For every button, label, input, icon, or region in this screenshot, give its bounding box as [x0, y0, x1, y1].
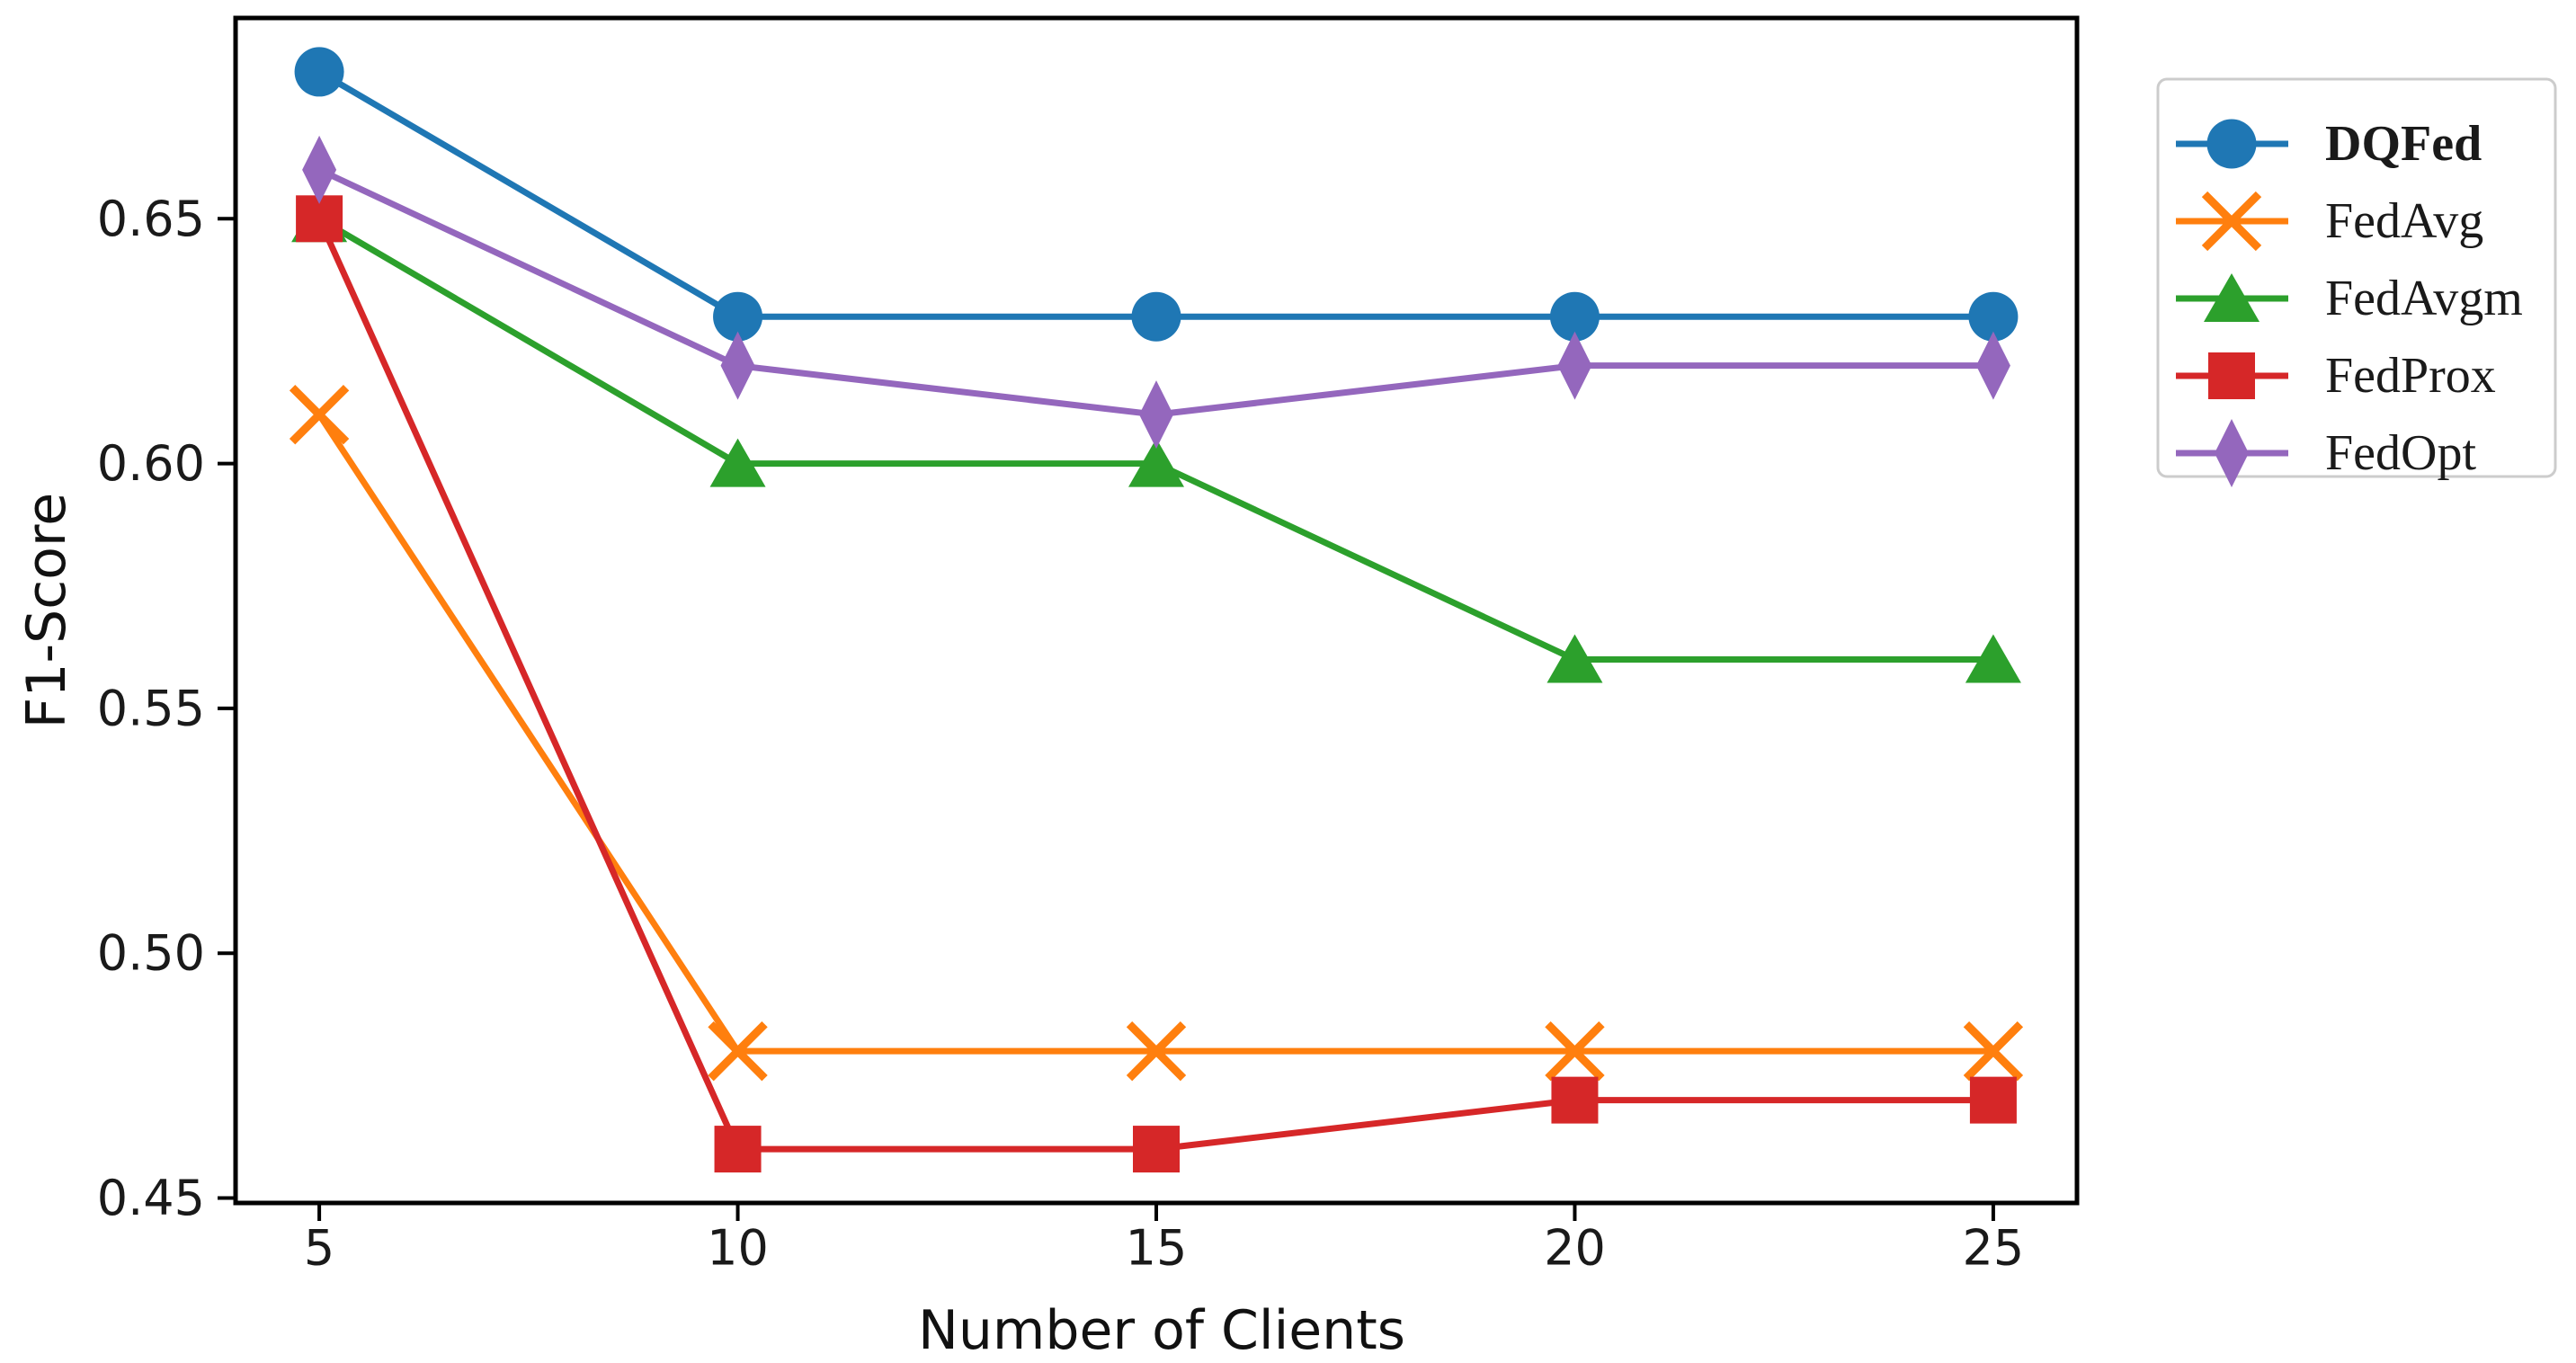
y-axis-label: F1-Score	[15, 493, 78, 728]
series-marker-fedavg	[1963, 1020, 2024, 1082]
legend-item-fedprox: FedProx	[2176, 348, 2496, 404]
series-marker-fedavgm	[709, 438, 766, 487]
legend-marker-triangle-icon	[2204, 273, 2260, 322]
plot-border-spines	[233, 15, 2080, 1206]
legend-item-fedavgm: FedAvgm	[2176, 271, 2523, 326]
series-marker-fedopt	[1975, 331, 2010, 400]
series-marker-dqfed	[294, 47, 344, 97]
legend-item-fedopt: FedOpt	[2176, 419, 2476, 487]
series-marker-fedavg	[1545, 1020, 1605, 1082]
series-marker-fedopt	[720, 331, 755, 400]
x-tick-label: 10	[707, 1220, 769, 1277]
series-marker-dqfed	[1968, 291, 2019, 342]
series-marker-dqfed	[1131, 291, 1181, 342]
series-marker-fedavg	[708, 1020, 768, 1082]
series-marker-dqfed	[713, 291, 763, 342]
series-marker-fedavgm	[1128, 438, 1184, 487]
plot-background	[236, 18, 2077, 1203]
series-marker-fedprox	[1133, 1126, 1180, 1173]
legend-label: FedOpt	[2325, 425, 2476, 481]
legend-item-dqfed: DQFed	[2176, 116, 2482, 172]
x-tick-label: 25	[1963, 1220, 2025, 1277]
legend-marker-x-icon	[2201, 191, 2262, 252]
series-marker-fedopt	[1557, 331, 1592, 400]
series-marker-fedprox	[1551, 1076, 1599, 1124]
legend-label: FedProx	[2325, 348, 2496, 404]
series-marker-fedavg	[1126, 1020, 1187, 1082]
x-axis-label: Number of Clients	[918, 1299, 1405, 1362]
legend-label: FedAvgm	[2325, 271, 2523, 326]
legend-label: FedAvg	[2325, 193, 2483, 249]
series-marker-fedavg	[289, 384, 350, 445]
legend-item-fedavg: FedAvg	[2176, 191, 2483, 252]
x-tick-label: 5	[304, 1220, 334, 1277]
series-marker-fedopt	[1139, 380, 1173, 450]
series-marker-fedprox	[714, 1126, 762, 1173]
y-tick-label: 0.45	[97, 1170, 205, 1226]
y-tick-label: 0.60	[97, 435, 205, 492]
legend-group: DQFed FedAvg FedAvgm FedProx FedOpt	[2156, 77, 2557, 487]
x-tick-label: 15	[1126, 1220, 1188, 1277]
series-marker-fedopt	[302, 135, 337, 204]
series-marker-dqfed	[1549, 291, 1600, 342]
legend-marker-square-icon	[2208, 352, 2255, 399]
legend-marker-diamond-icon	[2215, 419, 2249, 487]
y-tick-label: 0.50	[97, 925, 205, 982]
series-lines-group	[289, 47, 2024, 1173]
legend-marker-circle-icon	[2206, 119, 2257, 169]
y-tick-label: 0.65	[97, 191, 205, 247]
series-marker-fedprox	[1969, 1076, 2017, 1124]
y-tick-label: 0.55	[97, 680, 205, 736]
axis-ticks-group: 0.45 0.50 0.55 0.60 0.65 5 10 15 20 25	[97, 191, 2025, 1277]
series-marker-fedavgm	[1546, 634, 1603, 683]
series-marker-fedavgm	[1965, 634, 2021, 683]
x-tick-label: 20	[1544, 1220, 1606, 1277]
legend-label: DQFed	[2325, 116, 2482, 172]
